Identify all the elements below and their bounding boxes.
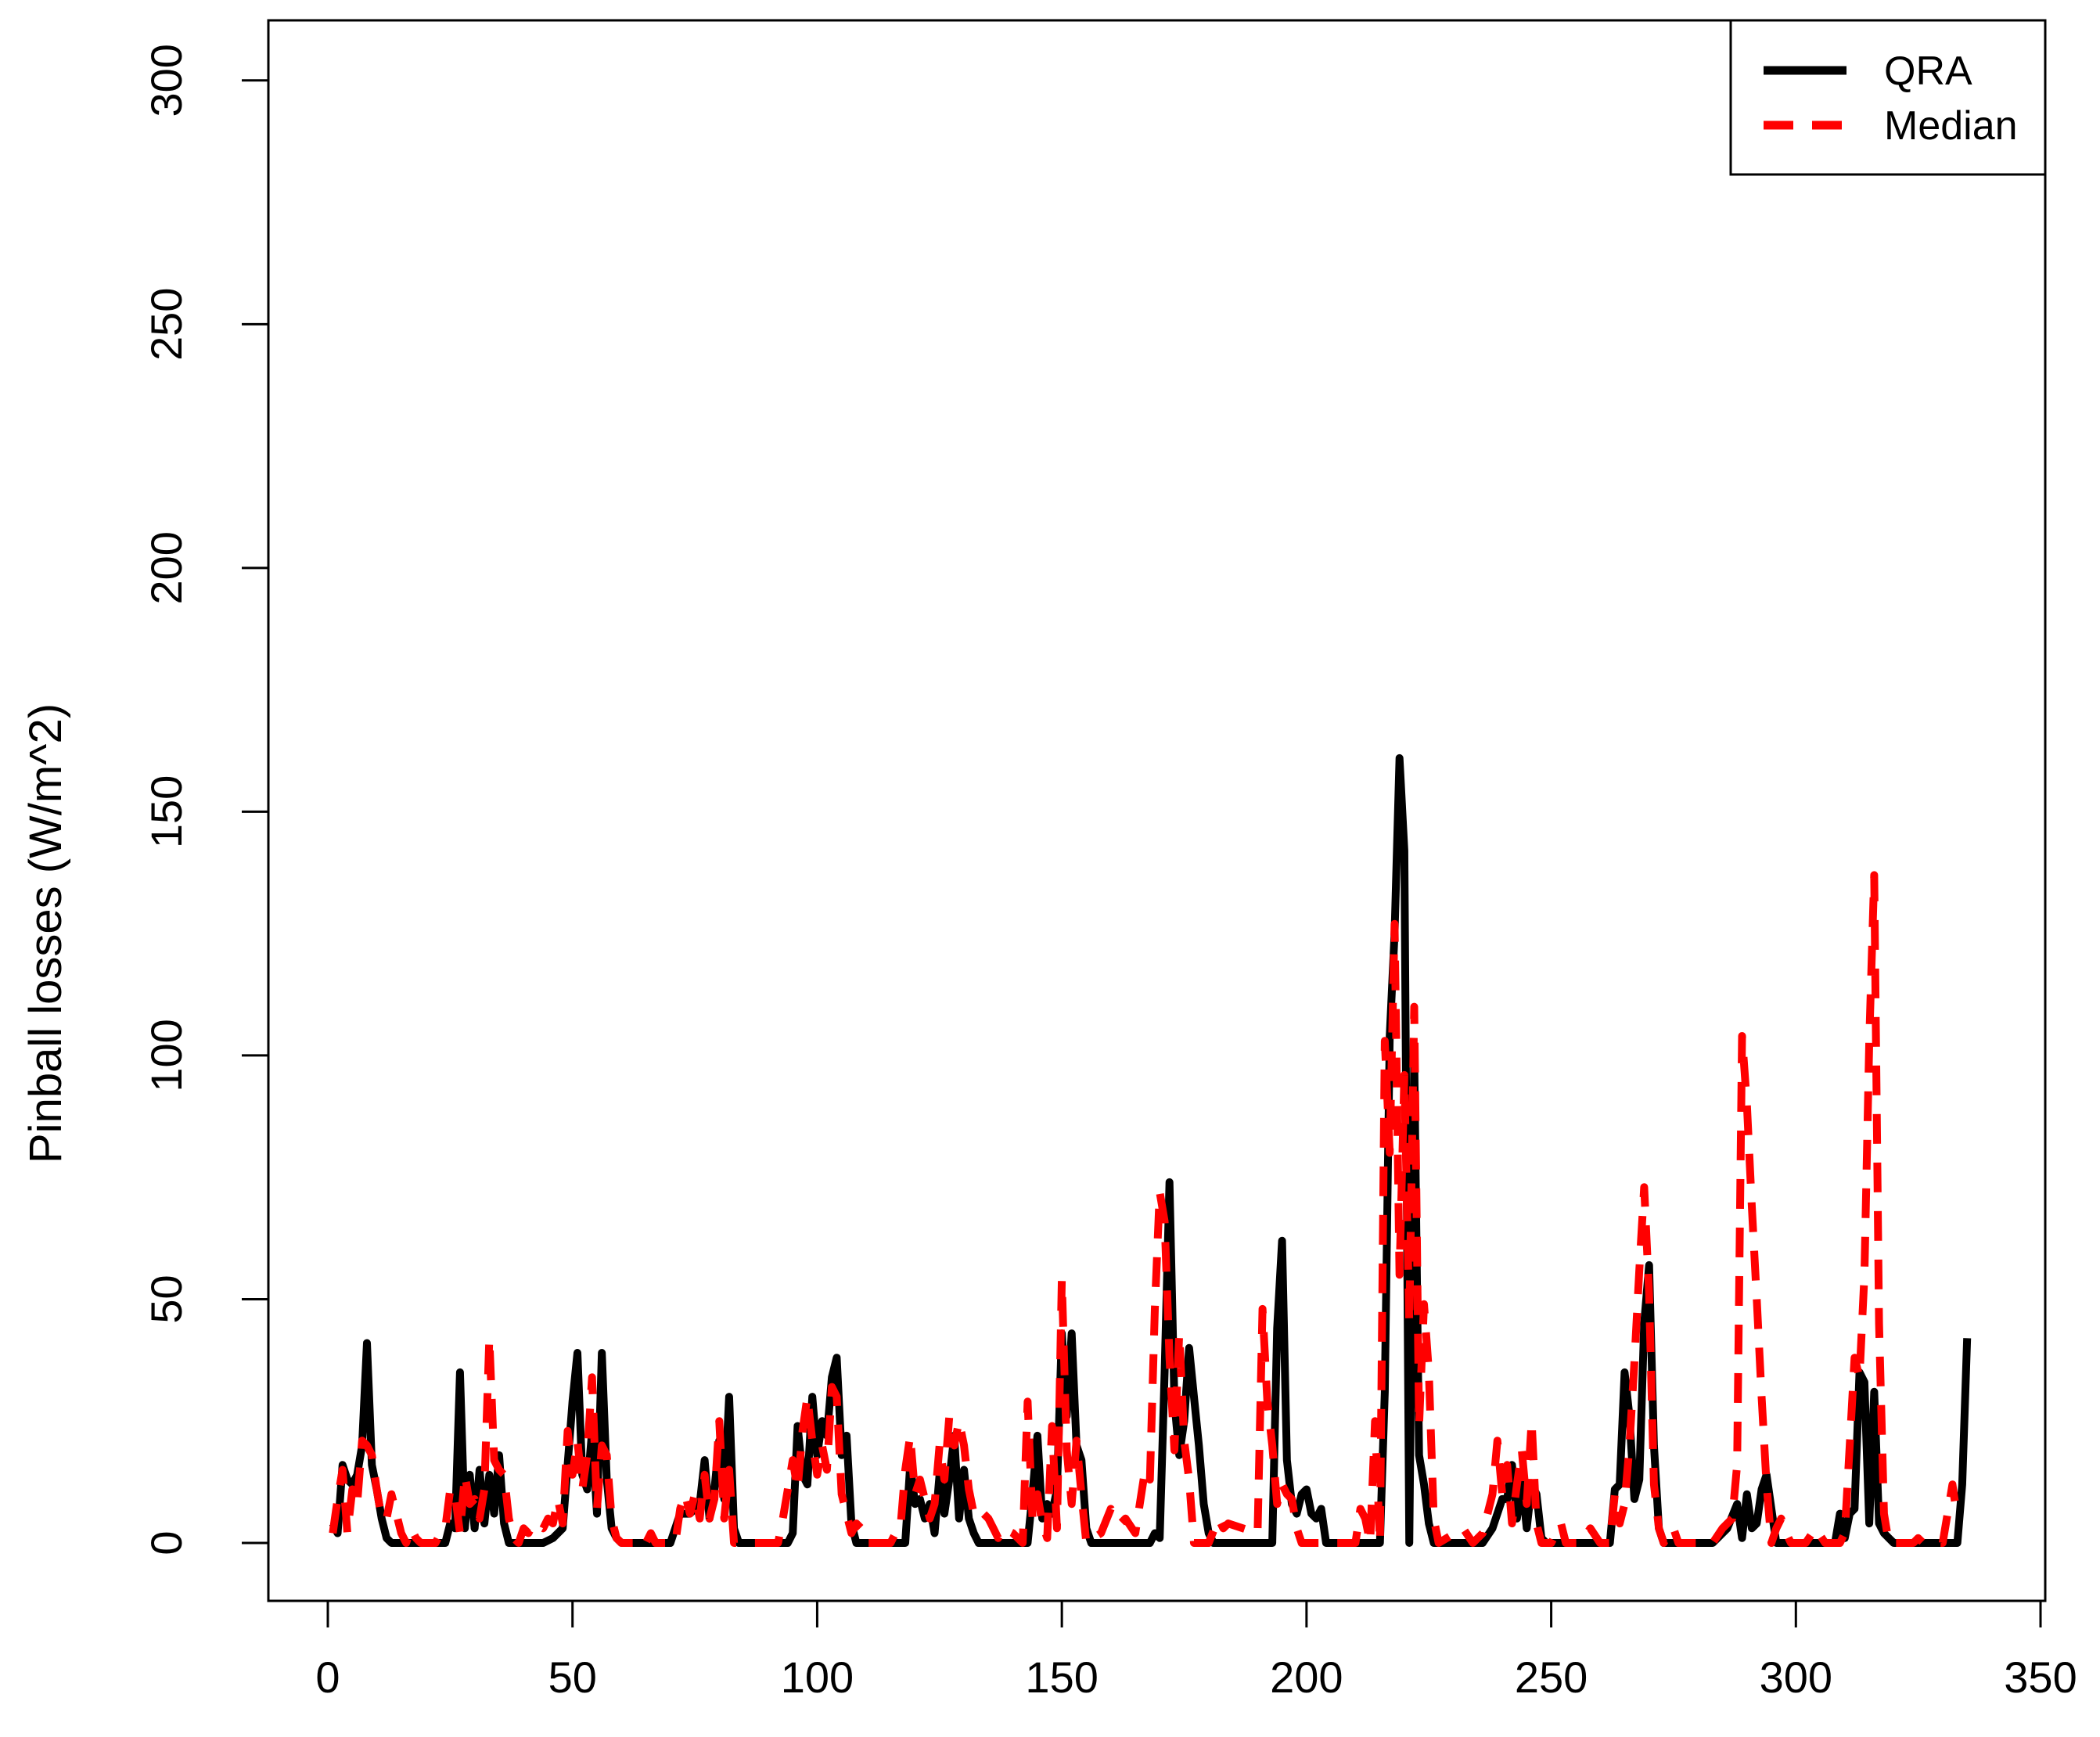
y-tick-label: 50 xyxy=(142,1275,191,1323)
legend-box xyxy=(1729,19,2047,176)
y-tick-label: 0 xyxy=(142,1530,191,1555)
y-axis-title: Pinball losses (W/m^2) xyxy=(20,703,71,1163)
y-tick-label: 200 xyxy=(142,531,191,604)
y-tick-label: 100 xyxy=(142,1019,191,1091)
x-axis: 0 50 100 150 200 250 300 350 xyxy=(315,1599,2077,1702)
y-tick-label: 300 xyxy=(142,44,191,117)
legend: QRA Median xyxy=(1729,19,2047,176)
x-tick-label: 0 xyxy=(315,1652,340,1702)
legend-label-qra: QRA xyxy=(1884,49,1972,94)
legend-label-median: Median xyxy=(1884,103,2018,149)
y-tick-label: 150 xyxy=(142,775,191,848)
series-line-qra xyxy=(329,753,1972,1547)
y-axis: 0 50 100 150 200 250 300 xyxy=(142,44,270,1555)
x-tick-label: 200 xyxy=(1270,1652,1343,1702)
x-tick-label: 50 xyxy=(548,1652,597,1702)
x-tick-label: 150 xyxy=(1025,1652,1098,1702)
x-tick-label: 100 xyxy=(781,1652,854,1702)
x-tick-label: 300 xyxy=(1760,1652,1832,1702)
x-tick-label: 250 xyxy=(1515,1652,1588,1702)
x-tick-label: 350 xyxy=(2004,1652,2077,1702)
y-tick-label: 250 xyxy=(142,288,191,361)
series-line-median xyxy=(329,871,1962,1547)
plot-area xyxy=(329,753,1972,1547)
